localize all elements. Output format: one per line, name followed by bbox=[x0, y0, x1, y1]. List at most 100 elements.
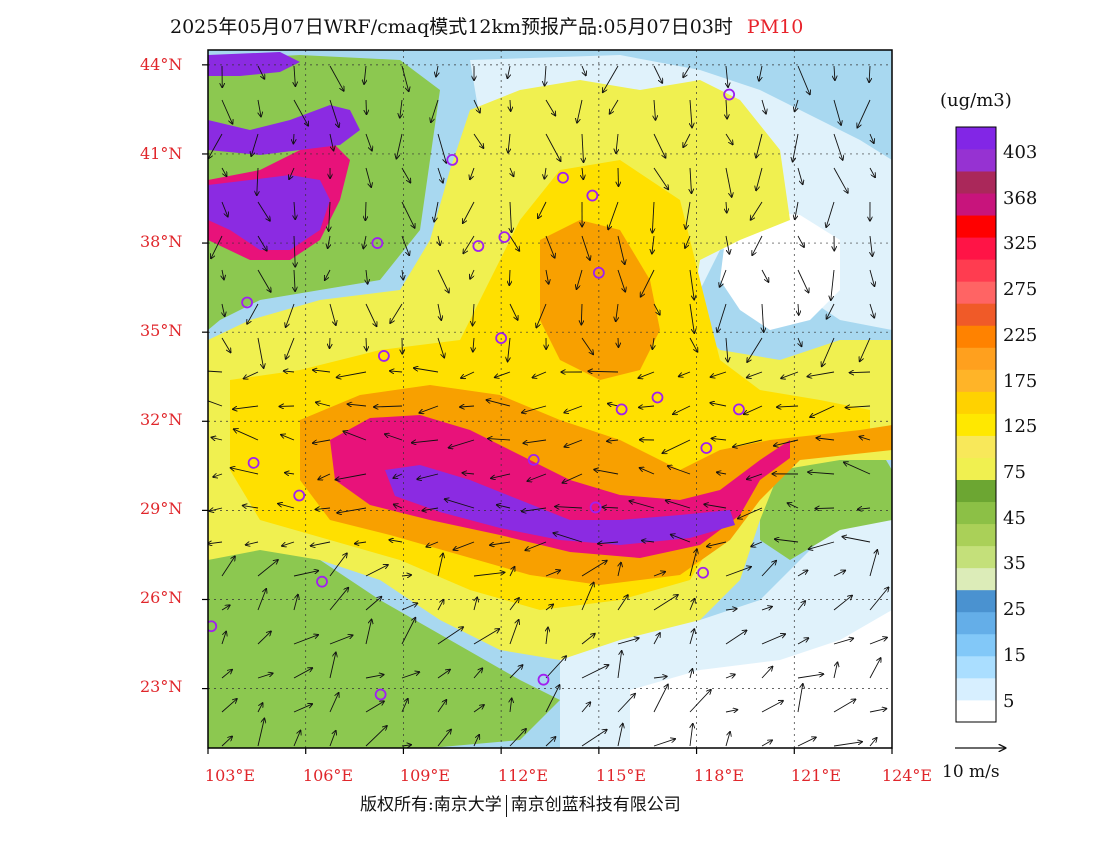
wind-vector bbox=[329, 553, 347, 577]
wind-vector bbox=[833, 570, 845, 577]
wind-vector bbox=[808, 472, 835, 474]
colorbar-swatch bbox=[956, 435, 996, 458]
colorbar-swatch bbox=[956, 237, 996, 260]
wind-vector bbox=[414, 368, 439, 373]
wind-vector bbox=[293, 731, 300, 747]
wind-vector bbox=[311, 541, 331, 546]
site-marker bbox=[651, 391, 664, 404]
wind-vector bbox=[257, 167, 258, 195]
wind-vector bbox=[662, 439, 691, 453]
wind-vector bbox=[617, 595, 628, 611]
wind-vector bbox=[581, 235, 590, 260]
wind-vector bbox=[752, 235, 763, 255]
wind-vector bbox=[364, 65, 366, 84]
colorbar-swatch bbox=[956, 611, 996, 635]
colorbar-swatch bbox=[956, 633, 996, 657]
wind-vector bbox=[221, 167, 227, 176]
wind-vector bbox=[365, 701, 384, 713]
colorbar-swatch bbox=[956, 171, 996, 194]
wind-vector bbox=[453, 541, 475, 550]
wind-vector bbox=[608, 404, 619, 406]
wind-vector bbox=[545, 99, 555, 115]
wind-vector bbox=[329, 99, 339, 127]
wind-vector bbox=[781, 371, 799, 378]
lat-label-35: 35°N bbox=[140, 321, 183, 340]
wind-vector bbox=[710, 403, 727, 407]
wind-vector bbox=[257, 673, 273, 679]
wind-vector bbox=[759, 65, 762, 81]
zone-ocean-blank bbox=[630, 610, 892, 748]
wind-vector bbox=[348, 404, 367, 406]
wind-vector bbox=[797, 269, 809, 293]
wind-vector bbox=[797, 601, 805, 611]
wind-vector bbox=[233, 405, 259, 409]
wind-vector bbox=[774, 439, 799, 446]
lat-label-23: 23°N bbox=[140, 677, 183, 696]
colorbar-swatch bbox=[956, 193, 996, 216]
colorbar-swatch bbox=[956, 215, 996, 238]
wind-vector bbox=[401, 603, 417, 611]
wind-vector bbox=[690, 724, 693, 747]
wind-vector bbox=[756, 133, 763, 158]
wind-vector bbox=[683, 133, 691, 147]
colorbar-label: 403 bbox=[1003, 142, 1038, 163]
wind-vector bbox=[412, 439, 439, 443]
lat-label-29: 29°N bbox=[140, 499, 183, 518]
wind-vector bbox=[833, 662, 837, 679]
wind-vector bbox=[653, 595, 678, 611]
wind-vector bbox=[461, 371, 475, 378]
wind-vector bbox=[761, 99, 766, 114]
site-marker bbox=[557, 171, 569, 184]
wind-vector bbox=[831, 269, 835, 300]
wind-vector bbox=[545, 570, 560, 577]
wind-vector bbox=[402, 269, 403, 280]
wind-vector bbox=[325, 269, 331, 280]
wind-vector bbox=[495, 371, 511, 377]
map-layers bbox=[208, 50, 892, 748]
wind-vector bbox=[221, 201, 228, 217]
wind-vector bbox=[244, 371, 259, 379]
wind-vector bbox=[869, 303, 874, 318]
wind-vector bbox=[833, 167, 848, 193]
wind-vector bbox=[222, 303, 225, 316]
wind-vector bbox=[343, 431, 367, 441]
colorbar-swatch bbox=[956, 677, 996, 701]
wind-vector bbox=[509, 729, 526, 747]
wind-vector bbox=[738, 507, 763, 519]
wind-vector bbox=[756, 167, 763, 190]
colorbar-swatch bbox=[956, 391, 996, 414]
wind-vector bbox=[762, 303, 764, 332]
wind-vector bbox=[598, 542, 619, 544]
wind-vector bbox=[257, 631, 271, 645]
wind-vector bbox=[328, 235, 330, 248]
wind-vector bbox=[510, 99, 511, 111]
wind-vector bbox=[221, 556, 235, 577]
wind-vector bbox=[798, 303, 799, 315]
wind-vector bbox=[653, 685, 668, 713]
lon-label-124: 124°E bbox=[881, 766, 933, 785]
colorbar-swatch bbox=[956, 149, 996, 172]
colorbar-swatch bbox=[956, 369, 996, 392]
wind-vector bbox=[545, 604, 553, 611]
axis-ticks bbox=[202, 64, 893, 754]
wind-vector bbox=[618, 563, 621, 577]
wind-vector bbox=[581, 303, 582, 325]
wind-vector bbox=[617, 724, 623, 747]
zone-elevated bbox=[540, 220, 660, 380]
credit-company: 南京创蓝科技有限公司 bbox=[510, 795, 681, 815]
wind-vector bbox=[474, 597, 477, 611]
wind-vector bbox=[616, 303, 618, 321]
wind-vector bbox=[257, 719, 264, 747]
wind-vector bbox=[809, 541, 835, 549]
wind-vector bbox=[473, 572, 504, 577]
page-title: 2025年05月07日WRF/cmaq模式12km预报产品:05月07日03时 P… bbox=[170, 12, 803, 39]
wind-vector bbox=[509, 269, 510, 285]
colorbar-label: 25 bbox=[1003, 599, 1026, 620]
wind-vector bbox=[797, 167, 803, 184]
wind-vector bbox=[473, 133, 483, 148]
wind-vector bbox=[437, 730, 451, 747]
wind-vector bbox=[293, 635, 318, 645]
wind-vector bbox=[747, 473, 763, 479]
wind-vector bbox=[286, 303, 295, 327]
